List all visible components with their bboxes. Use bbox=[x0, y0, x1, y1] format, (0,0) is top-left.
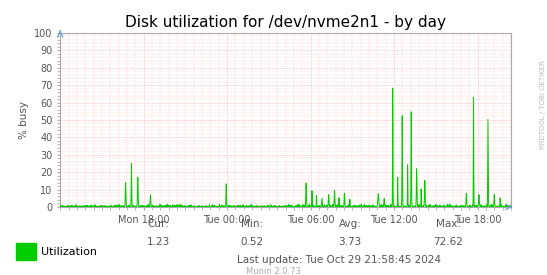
Text: Avg:: Avg: bbox=[339, 219, 362, 229]
Title: Disk utilization for /dev/nvme2n1 - by day: Disk utilization for /dev/nvme2n1 - by d… bbox=[125, 15, 446, 31]
Text: Max:: Max: bbox=[436, 219, 461, 229]
Text: 3.73: 3.73 bbox=[339, 237, 362, 247]
Text: Min:: Min: bbox=[241, 219, 263, 229]
Text: 72.62: 72.62 bbox=[434, 237, 463, 247]
Text: 0.52: 0.52 bbox=[240, 237, 263, 247]
Y-axis label: % busy: % busy bbox=[19, 101, 28, 139]
Text: Cur:: Cur: bbox=[148, 219, 170, 229]
Text: 1.23: 1.23 bbox=[147, 237, 170, 247]
Text: Last update: Tue Oct 29 21:58:45 2024: Last update: Tue Oct 29 21:58:45 2024 bbox=[237, 255, 441, 265]
Text: RRDTOOL / TOBI OETIKER: RRDTOOL / TOBI OETIKER bbox=[540, 60, 546, 149]
Text: Munin 2.0.73: Munin 2.0.73 bbox=[246, 267, 301, 275]
Text: Utilization: Utilization bbox=[41, 247, 97, 257]
